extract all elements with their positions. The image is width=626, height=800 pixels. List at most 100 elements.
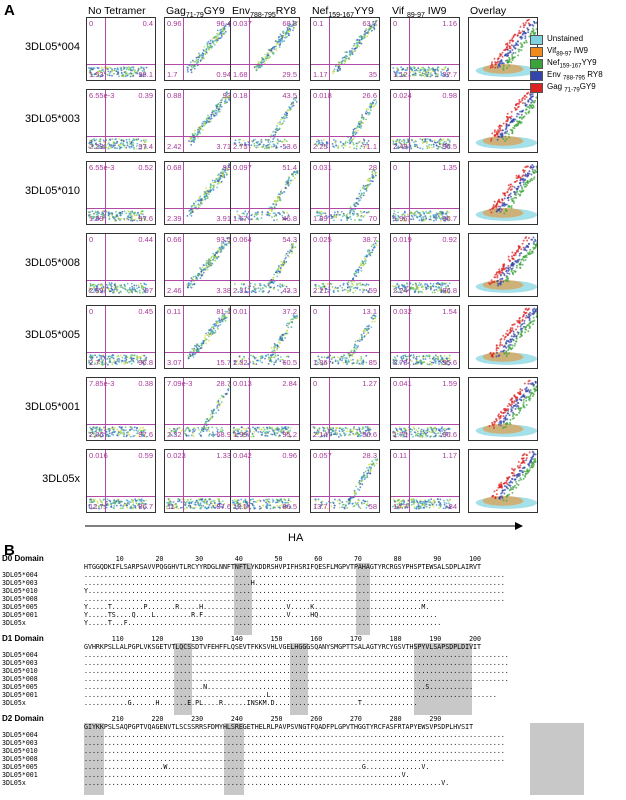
- event-dot: [210, 117, 213, 120]
- event-dot: [205, 197, 207, 200]
- quadrant-value: 0.44: [138, 235, 153, 244]
- overlay-dot: [508, 58, 511, 61]
- event-dot: [440, 286, 443, 289]
- event-dot: [261, 57, 263, 59]
- overlay-dot: [507, 188, 510, 191]
- event-dot: [318, 285, 320, 287]
- event-dot: [371, 249, 374, 251]
- overlay-dot: [521, 258, 524, 260]
- event-dot: [224, 167, 227, 170]
- event-dot: [374, 103, 377, 105]
- event-dot: [352, 214, 355, 216]
- event-dot: [321, 362, 323, 365]
- event-dot: [244, 142, 247, 145]
- event-dot: [279, 43, 282, 46]
- event-dot: [226, 101, 228, 103]
- overlay-dot: [521, 187, 524, 190]
- event-dot: [119, 67, 122, 70]
- event-dot: [337, 144, 340, 147]
- event-dot: [197, 59, 199, 61]
- event-dot: [287, 326, 290, 329]
- overlay-dot: [526, 27, 529, 30]
- event-dot: [239, 289, 242, 291]
- event-dot: [371, 176, 374, 178]
- event-dot: [282, 333, 284, 336]
- event-dot: [218, 250, 221, 252]
- event-dot: [98, 354, 101, 357]
- event-dot: [362, 143, 365, 146]
- event-dot: [440, 361, 443, 364]
- event-dot: [99, 138, 102, 141]
- event-dot: [260, 60, 263, 62]
- event-dot: [276, 121, 279, 124]
- event-dot: [99, 360, 102, 363]
- event-dot: [327, 355, 330, 358]
- event-dot: [436, 283, 439, 286]
- event-dot: [431, 291, 434, 294]
- quadrant-value: 0.94: [216, 70, 231, 79]
- event-dot: [142, 286, 145, 289]
- overlay-dot: [511, 40, 514, 43]
- event-dot: [91, 138, 94, 141]
- dot-plot: 6.55e-3 0.52 1.89 97.6: [86, 161, 156, 225]
- event-dot: [94, 219, 97, 221]
- event-dot: [98, 67, 100, 69]
- overlay-dot: [521, 99, 523, 102]
- event-dot: [271, 216, 273, 218]
- event-dot: [265, 355, 267, 357]
- overlay-dot: [503, 204, 506, 207]
- event-dot: [225, 94, 228, 96]
- event-dot: [444, 143, 446, 146]
- overlay-dot: [498, 127, 501, 130]
- overlay-dot: [523, 98, 526, 100]
- event-dot: [102, 70, 105, 73]
- overlay-dot: [522, 259, 525, 262]
- event-dot: [106, 363, 109, 366]
- gate-line: [329, 234, 331, 296]
- event-dot: [358, 120, 361, 123]
- event-dot: [346, 282, 349, 285]
- event-dot: [108, 66, 110, 69]
- event-dot: [407, 140, 410, 142]
- event-dot: [94, 211, 97, 214]
- quadrant-value: 0.11: [167, 307, 182, 316]
- event-dot: [345, 215, 348, 218]
- event-dot: [343, 56, 345, 59]
- event-dot: [357, 271, 360, 274]
- event-dot: [276, 347, 279, 349]
- event-dot: [206, 197, 209, 200]
- event-dot: [337, 287, 339, 289]
- event-dot: [280, 291, 283, 294]
- event-dot: [411, 216, 414, 218]
- event-dot: [318, 214, 320, 217]
- event-dot: [89, 68, 92, 71]
- event-dot: [353, 349, 356, 352]
- event-dot: [266, 56, 269, 59]
- quadrant-value: 96.8: [138, 358, 153, 367]
- event-dot: [205, 190, 208, 193]
- event-dot: [283, 138, 286, 141]
- event-dot: [102, 355, 104, 357]
- overlay-dot: [505, 279, 508, 281]
- quadrant-value: 0.45: [138, 307, 153, 316]
- event-dot: [130, 212, 132, 215]
- event-dot: [222, 242, 225, 244]
- overlay-plot: [468, 161, 538, 225]
- overlay-dot: [505, 138, 508, 141]
- gate-line: [311, 135, 379, 137]
- event-dot: [223, 315, 225, 318]
- overlay-dot: [502, 67, 505, 70]
- event-dot: [392, 214, 395, 217]
- event-dot: [366, 179, 369, 182]
- event-dot: [98, 362, 100, 365]
- overlay-dot: [493, 130, 496, 133]
- event-dot: [130, 358, 133, 361]
- event-dot: [109, 138, 111, 141]
- event-dot: [422, 216, 425, 218]
- event-dot: [360, 119, 363, 122]
- event-dot: [403, 73, 405, 76]
- event-dot: [354, 343, 356, 346]
- event-dot: [224, 98, 227, 101]
- event-dot: [125, 72, 128, 75]
- overlay-dot: [507, 133, 510, 136]
